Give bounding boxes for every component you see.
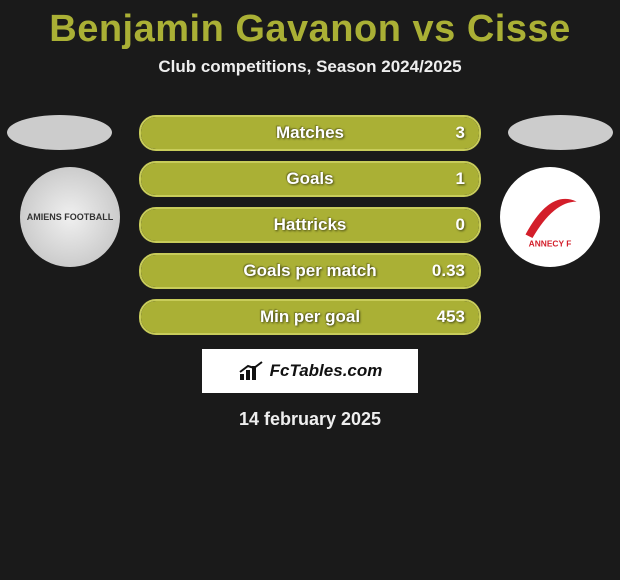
stats-area: AMIENS FOOTBALL ANNECY F Matches 3 Goals 1 H… [0, 115, 620, 335]
stat-bar: Hattricks 0 [139, 207, 481, 243]
stat-label: Goals per match [243, 261, 376, 281]
stat-label: Hattricks [274, 215, 347, 235]
date-line: 14 february 2025 [0, 409, 620, 430]
club-badge-right: ANNECY F [500, 167, 600, 267]
annecy-swoosh-icon: ANNECY F [515, 182, 585, 252]
stat-value: 1 [456, 169, 465, 189]
stat-label: Goals [286, 169, 333, 189]
stat-bar: Min per goal 453 [139, 299, 481, 335]
stat-bar: Goals 1 [139, 161, 481, 197]
stat-value: 0.33 [432, 261, 465, 281]
flag-left [7, 115, 112, 150]
brand-chart-icon [238, 360, 264, 382]
stat-value: 3 [456, 123, 465, 143]
brand-box[interactable]: FcTables.com [202, 349, 418, 393]
stat-value: 0 [456, 215, 465, 235]
club-left-name: AMIENS FOOTBALL [27, 212, 114, 222]
stat-label: Matches [276, 123, 344, 143]
flag-right [508, 115, 613, 150]
brand-text: FcTables.com [270, 361, 383, 381]
page-title: Benjamin Gavanon vs Cisse [0, 0, 620, 51]
stat-value: 453 [437, 307, 465, 327]
stat-row: Min per goal 453 [0, 299, 620, 335]
stat-bar: Goals per match 0.33 [139, 253, 481, 289]
stat-label: Min per goal [260, 307, 360, 327]
svg-text:ANNECY F: ANNECY F [529, 238, 572, 248]
subtitle: Club competitions, Season 2024/2025 [0, 57, 620, 77]
club-badge-left: AMIENS FOOTBALL [20, 167, 120, 267]
stat-bar: Matches 3 [139, 115, 481, 151]
